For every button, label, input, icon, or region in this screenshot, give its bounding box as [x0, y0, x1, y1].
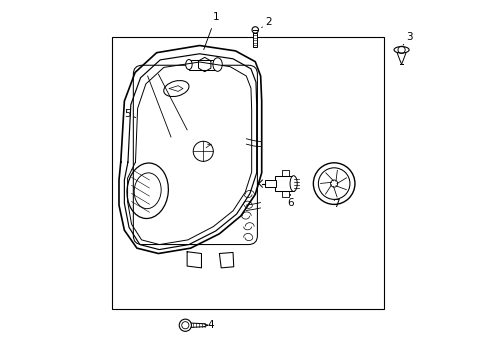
Text: 4: 4 [207, 320, 213, 330]
Circle shape [251, 27, 258, 33]
Circle shape [313, 163, 354, 204]
Ellipse shape [212, 58, 222, 71]
Ellipse shape [163, 81, 188, 96]
Ellipse shape [185, 59, 192, 69]
Bar [253, 32, 257, 47]
Circle shape [193, 141, 213, 161]
Bar [188, 59, 217, 69]
Text: 2: 2 [261, 17, 271, 28]
Bar [264, 180, 275, 187]
Text: 1: 1 [203, 12, 219, 50]
Bar [112, 37, 384, 309]
Ellipse shape [393, 46, 408, 53]
Text: 5: 5 [124, 109, 135, 119]
Bar [274, 176, 293, 192]
Circle shape [179, 319, 191, 331]
Text: 7: 7 [332, 199, 339, 210]
Ellipse shape [289, 176, 297, 192]
Text: 3: 3 [402, 32, 412, 45]
Ellipse shape [214, 59, 221, 69]
Text: 6: 6 [286, 194, 293, 208]
